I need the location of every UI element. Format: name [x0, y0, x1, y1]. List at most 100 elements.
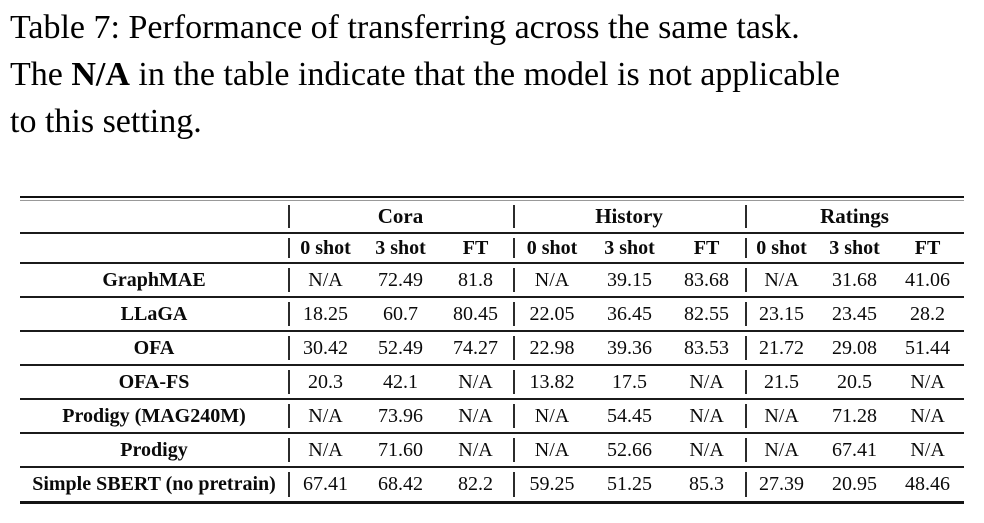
data-cell: 54.45: [607, 404, 653, 427]
data-cell: 67.41: [832, 438, 878, 461]
data-cell: 21.5: [745, 365, 818, 399]
table-row: Prodigy N/A 71.60 N/A N/A 52.66 N/A N/A 67.41 N/A: [20, 433, 965, 467]
data-cell: N/A: [513, 263, 591, 297]
data-cell: 83.53: [684, 336, 730, 359]
table-row: GraphMAE N/A 72.49 81.8 N/A 39.15 83.68 N/A 31.6…: [20, 263, 965, 297]
data-cell: N/A: [513, 399, 591, 433]
data-cell: N/A: [910, 438, 945, 461]
data-cell: 85.3: [689, 473, 725, 495]
data-cell: 13.82: [513, 365, 591, 399]
table-row: OFA 30.42 52.49 74.27 22.98 39.36 83.53 21.72 29…: [20, 331, 965, 365]
data-cell: 36.45: [607, 302, 653, 325]
data-cell: N/A: [288, 399, 363, 433]
data-cell: N/A: [458, 438, 493, 461]
data-cell: 20.5: [837, 370, 873, 393]
corner-cell-2: [20, 233, 288, 263]
data-cell: 68.42: [378, 473, 423, 495]
table-caption: Table 7: Performance of transferring acr…: [10, 4, 840, 145]
group-header-ratings: Ratings: [745, 201, 964, 233]
data-cell: 23.45: [832, 302, 878, 325]
data-cell: 41.06: [905, 268, 951, 291]
data-cell: 72.49: [378, 268, 423, 291]
row-label: OFA: [133, 336, 175, 359]
table-row: Prodigy (MAG240M) N/A 73.96 N/A N/A 54.45 N/A N…: [20, 399, 965, 433]
data-cell: 73.96: [378, 404, 423, 427]
top-rule: [20, 196, 964, 198]
data-cell: 59.25: [513, 467, 591, 501]
results-table: Cora History Ratings 0 shot 3 shot FT 0 shot 3 …: [20, 201, 965, 501]
data-cell: N/A: [288, 263, 363, 297]
caption-bold-text: N/A: [71, 56, 130, 93]
data-cell: N/A: [689, 370, 724, 393]
data-cell: 82.55: [684, 302, 730, 325]
top-rule-shadow: [20, 200, 964, 201]
row-label: OFA-FS: [118, 370, 190, 393]
corner-cell: [20, 201, 288, 233]
data-cell: 81.8: [458, 268, 494, 291]
data-cell: 20.95: [832, 473, 878, 495]
data-cell: 71.28: [832, 404, 878, 427]
table-row: LLaGA 18.25 60.7 80.45 22.05 36.45 82.55 23.15 2…: [20, 297, 965, 331]
data-cell: 71.60: [378, 438, 423, 461]
data-cell: 82.2: [458, 473, 494, 495]
data-cell: N/A: [910, 370, 945, 393]
caption-text: Table 7: Performance of transferring acr…: [10, 9, 800, 46]
data-cell: 30.42: [288, 331, 363, 365]
subheader-cora-3-shot: 3 shot: [375, 236, 426, 259]
bottom-rule: [20, 501, 964, 504]
subheader-row: 0 shot 3 shot FT 0 shot 3 shot FT 0 shot 3 shot…: [20, 233, 965, 263]
row-label: GraphMAE: [102, 268, 206, 291]
data-cell: N/A: [689, 438, 724, 461]
data-cell: N/A: [745, 433, 818, 467]
subheader-cora-0-shot: 0 shot: [288, 233, 363, 263]
row-label: LLaGA: [120, 302, 188, 325]
subheader-ratings-3-shot: 3 shot: [829, 236, 880, 259]
table-body: GraphMAE N/A 72.49 81.8 N/A 39.15 83.68 N/A 31.6…: [20, 263, 965, 501]
data-cell: 22.05: [513, 297, 591, 331]
data-cell: 28.2: [910, 302, 946, 325]
caption-text: The: [10, 56, 72, 93]
data-cell: 18.25: [288, 297, 363, 331]
data-cell: 22.98: [513, 331, 591, 365]
data-cell: N/A: [288, 433, 363, 467]
caption-text: to this setting.: [10, 103, 202, 140]
group-header-row: Cora History Ratings: [20, 201, 965, 233]
subheader-cora-ft: FT: [462, 236, 489, 259]
data-cell: N/A: [689, 404, 724, 427]
data-cell: N/A: [745, 263, 818, 297]
caption-line-2: The N/A in the table indicate that the m…: [10, 51, 840, 98]
data-cell: 31.68: [832, 268, 878, 291]
data-cell: 60.7: [383, 302, 418, 325]
data-cell: 17.5: [612, 370, 648, 393]
caption-line-1: Table 7: Performance of transferring acr…: [10, 4, 840, 51]
data-cell: 67.41: [288, 467, 363, 501]
data-cell: 23.15: [745, 297, 818, 331]
data-cell: N/A: [745, 399, 818, 433]
caption-text: in the table indicate that the model is …: [129, 56, 840, 93]
data-cell: 42.1: [383, 370, 418, 393]
data-cell: 21.72: [745, 331, 818, 365]
table-row: Simple SBERT (no pretrain) 67.41 68.42 82.2…: [20, 467, 964, 501]
data-cell: 80.45: [453, 302, 499, 325]
data-cell: 39.15: [607, 268, 653, 291]
data-cell: 52.49: [378, 336, 423, 359]
data-cell: N/A: [513, 433, 591, 467]
data-cell: 52.66: [607, 438, 653, 461]
subheader-ratings-0-shot: 0 shot: [745, 233, 818, 263]
subheader-history-0-shot: 0 shot: [513, 233, 591, 263]
data-cell: 48.46: [905, 473, 951, 495]
subheader-history-3-shot: 3 shot: [604, 236, 655, 259]
data-cell: 51.25: [607, 473, 653, 495]
data-cell: 20.3: [288, 365, 363, 399]
caption-line-3: to this setting.: [10, 98, 840, 145]
data-cell: 27.39: [745, 467, 818, 501]
table-row: OFA-FS 20.3 42.1 N/A 13.82 17.5 N/A 21.5 20.5 N/A: [20, 365, 965, 399]
results-table-container: Cora History Ratings 0 shot 3 shot FT 0 shot 3 …: [20, 196, 965, 504]
data-cell: N/A: [458, 404, 493, 427]
row-label: Prodigy (MAG240M): [62, 404, 246, 427]
data-cell: 74.27: [453, 336, 499, 359]
subheader-history-ft: FT: [693, 236, 720, 259]
data-cell: N/A: [458, 370, 493, 393]
data-cell: 29.08: [832, 336, 878, 359]
